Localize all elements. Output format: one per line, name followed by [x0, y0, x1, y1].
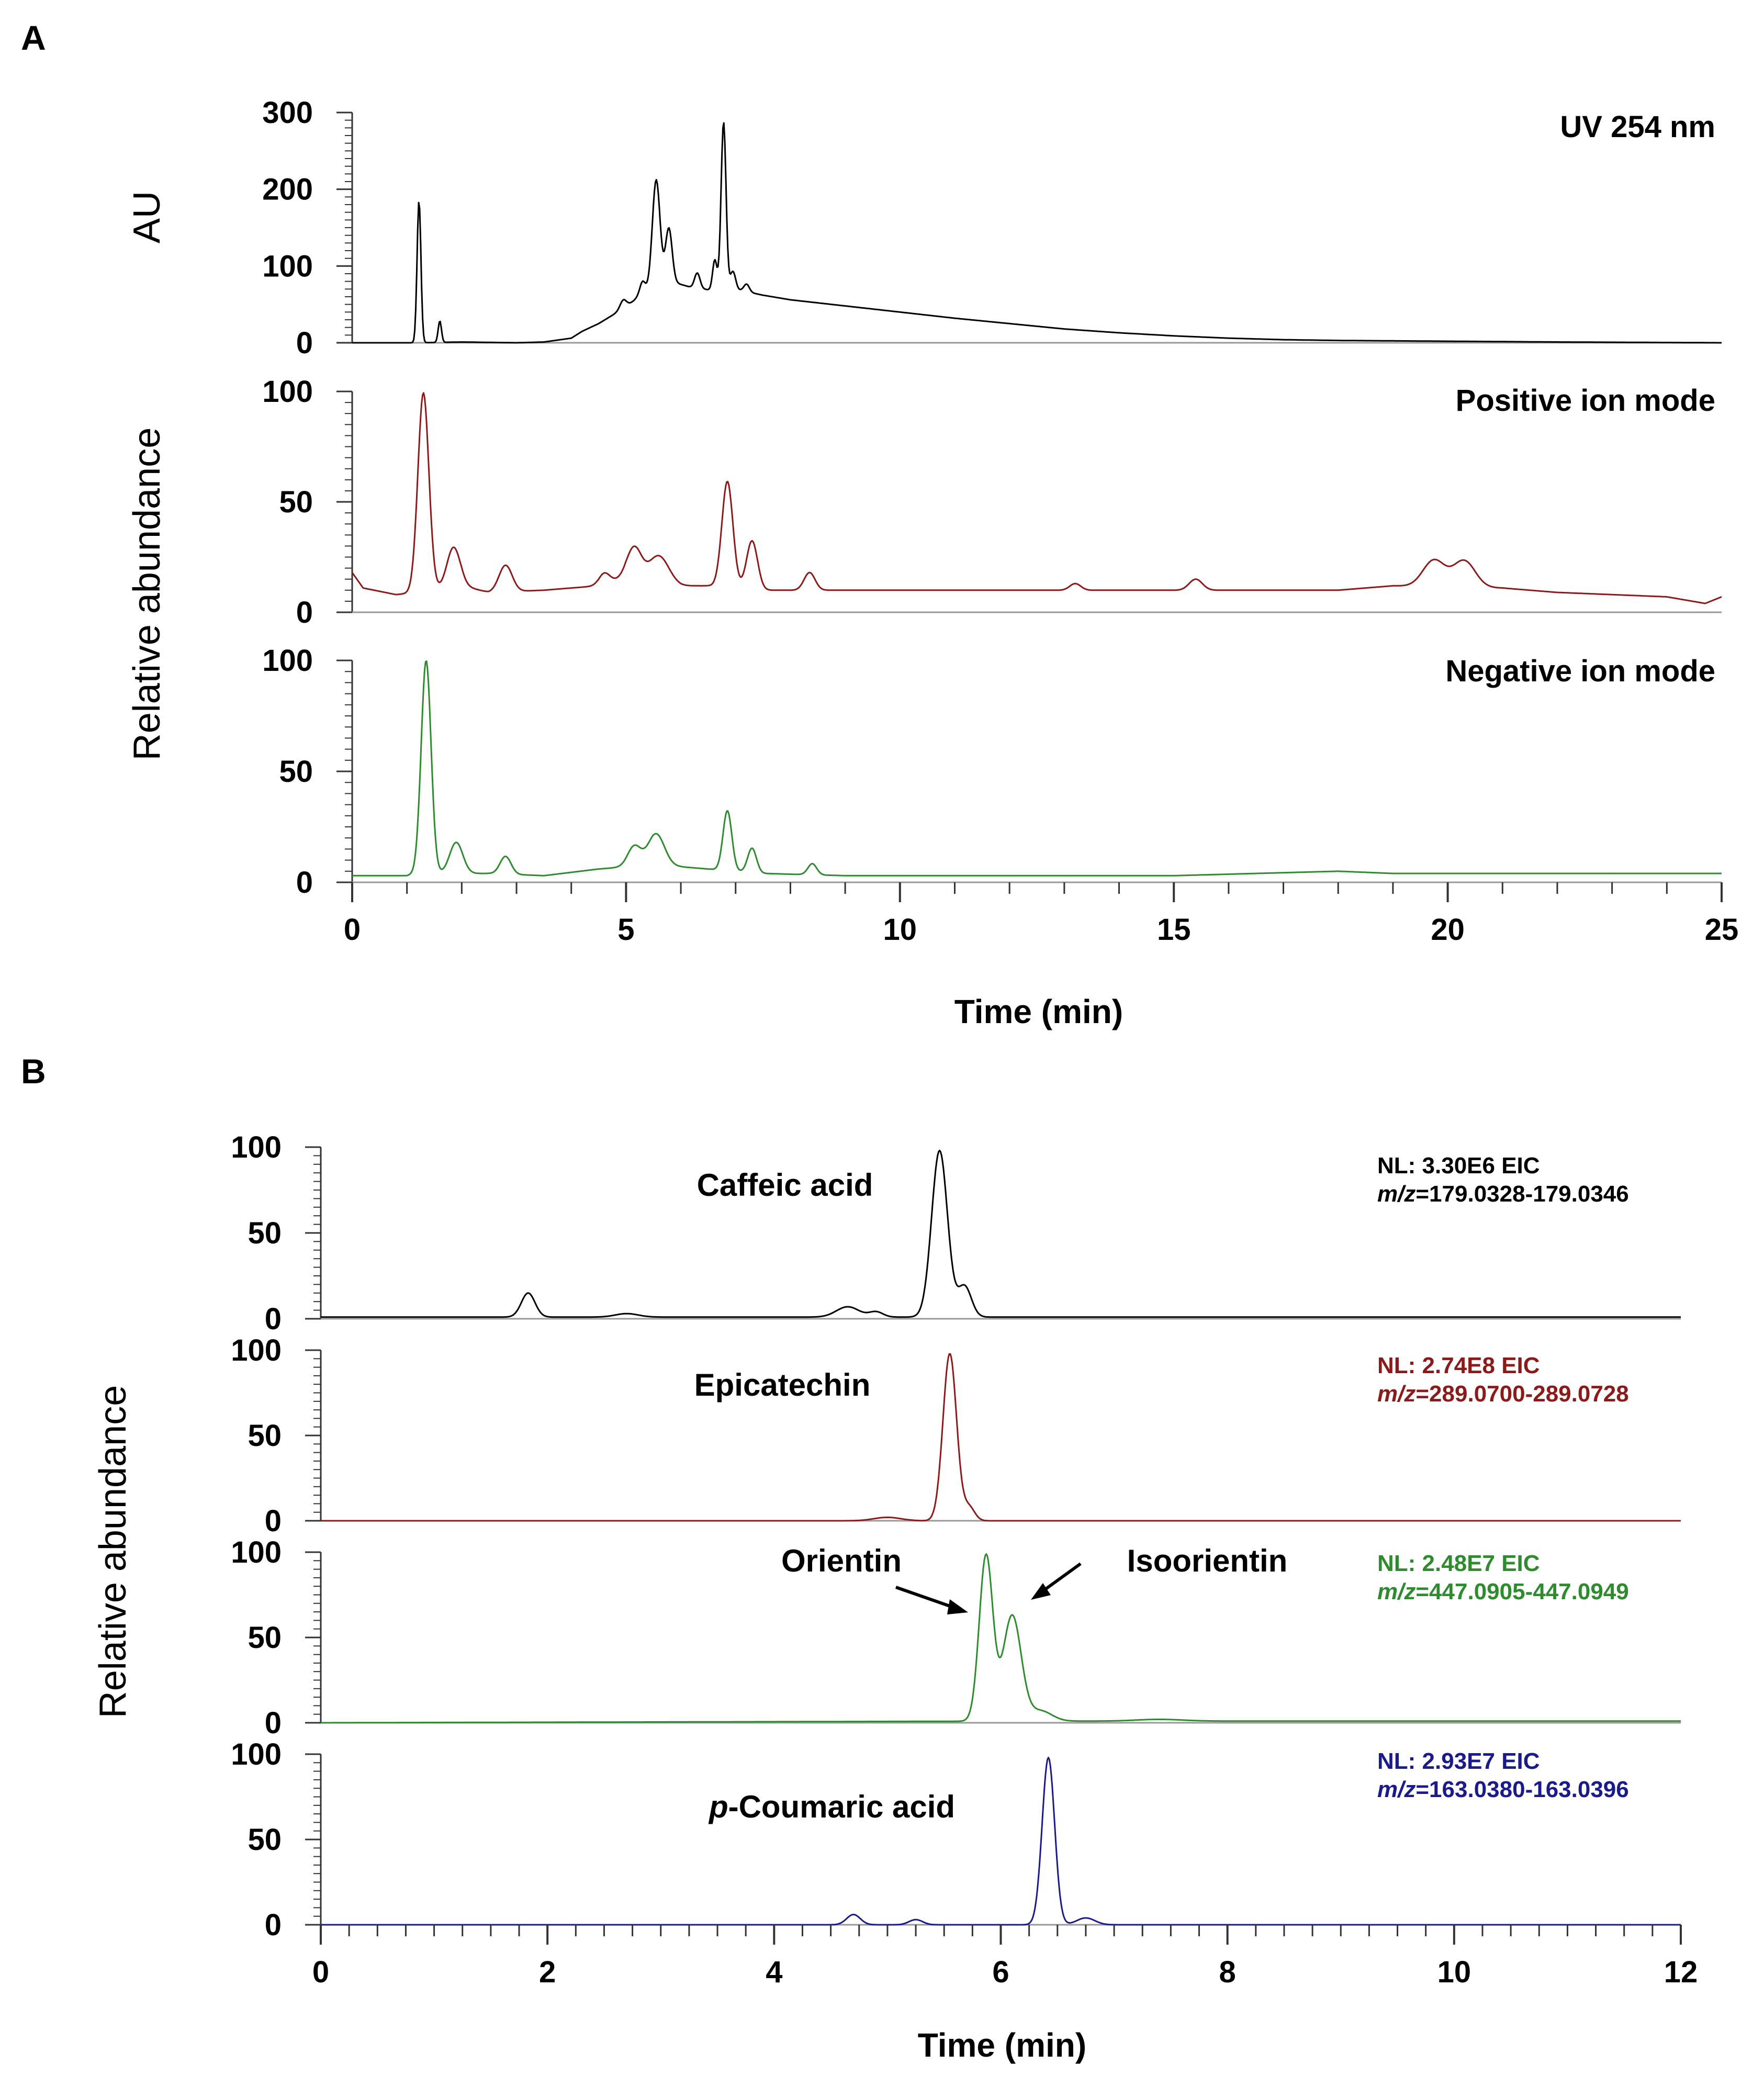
panel-b-sub3-y-tick-label: 0 [265, 1908, 282, 1942]
panel-b-sub1-y-tick-label: 100 [231, 1333, 282, 1367]
p-coumaric-mz-prefix: m/z [1377, 1777, 1415, 1802]
p-coumaric-nl: NL: 2.93E7 EIC [1377, 1748, 1540, 1774]
p-coumaric-prefix: p [708, 1789, 728, 1824]
panel-a-sub2-y-tick-label: 0 [296, 866, 313, 900]
orientin-label: Orientin [781, 1543, 902, 1578]
orientin-arrow [895, 1586, 968, 1614]
panel-b-ylabel: Relative abundance [92, 1385, 134, 1718]
epicatechin-mz-value: =289.0700-289.0728 [1415, 1381, 1628, 1407]
caffeic-acid-label: Caffeic acid [697, 1168, 873, 1203]
panel-a-ms-ylabel: Relative abundance [126, 428, 168, 760]
orientin-info: NL: 2.48E7 EIC m/z=447.0905-447.0949 [1377, 1551, 1629, 1604]
panel-a-sub2-y-tick-label: 100 [262, 644, 313, 678]
panel-b-sub0-trace [321, 1150, 1681, 1318]
panel-b-sub3-x-tick-label: 4 [766, 1955, 782, 1989]
panel-b-sub3-x-tick-label: 12 [1664, 1955, 1698, 1989]
panel-a-sub0-y-tick-label: 0 [296, 326, 313, 360]
panel-a-sub2-y-tick-label: 50 [279, 755, 313, 789]
panel-a-sub0-y-tick-label: 100 [262, 249, 313, 283]
panel-a-positive-trace-label: Positive ion mode [1456, 384, 1715, 418]
panel-a-label: A [21, 18, 46, 57]
orientin-nl: NL: 2.48E7 EIC [1377, 1551, 1540, 1576]
orientin-mz-prefix: m/z [1377, 1579, 1415, 1604]
panel-b-sub2-y-tick-label: 100 [231, 1535, 282, 1569]
isoorientin-label: Isoorientin [1127, 1543, 1288, 1578]
panel-b-sub3-x-tick-label: 2 [539, 1955, 556, 1989]
caffeic-acid-mz: m/z=179.0328-179.0346 [1377, 1181, 1629, 1207]
panel-a-uv-trace-label: UV 254 nm [1560, 110, 1715, 144]
panel-a-uv-ylabel: AU [126, 191, 168, 243]
epicatechin-nl: NL: 2.74E8 EIC [1377, 1353, 1540, 1378]
panel-b-sub3-x-tick-label: 10 [1437, 1955, 1471, 1989]
p-coumaric-info: NL: 2.93E7 EIC m/z=163.0380-163.0396 [1377, 1748, 1629, 1802]
panel-a-sub2-x-tick-label: 10 [883, 913, 917, 947]
panel-b-sub3-y-tick-label: 100 [231, 1737, 282, 1771]
p-coumaric-acid-label: p-Coumaric acid [708, 1789, 955, 1824]
panel-b-sub3-x-tick-label: 6 [992, 1955, 1009, 1989]
epicatechin-label: Epicatechin [694, 1367, 871, 1402]
p-coumaric-mz-value: =163.0380-163.0396 [1415, 1777, 1628, 1802]
panel-b-sub0-y-tick-label: 100 [231, 1130, 282, 1164]
panel-b-sub2-trace [321, 1553, 1681, 1724]
panel-b-sub3-y-tick-label: 50 [248, 1823, 282, 1857]
panel-b-sub3-x-tick-label: 8 [1219, 1955, 1236, 1989]
panel-a-sub1-y-tick-label: 0 [296, 596, 313, 630]
panel-a-sub1-trace [351, 392, 1722, 604]
panel-a-sub1-y-tick-label: 50 [279, 485, 313, 519]
panel-a-negative-trace-label: Negative ion mode [1445, 654, 1715, 688]
caffeic-acid-info: NL: 3.30E6 EIC m/z=179.0328-179.0346 [1377, 1153, 1629, 1207]
panel-a-sub2-x-tick-label: 20 [1431, 913, 1465, 947]
orientin-mz-value: =447.0905-447.0949 [1415, 1579, 1628, 1604]
panel-b-sub1-trace [321, 1353, 1681, 1522]
panel-b-sub2-y-tick-label: 0 [265, 1706, 282, 1740]
panel-a-sub2-x-tick-label: 0 [344, 913, 361, 947]
panel-b-sub1-y-tick-label: 50 [248, 1419, 282, 1453]
epicatechin-info: NL: 2.74E8 EIC m/z=289.0700-289.0728 [1377, 1353, 1629, 1407]
epicatechin-mz: m/z=289.0700-289.0728 [1377, 1381, 1629, 1407]
panel-a-sub2-x-tick-label: 5 [617, 913, 634, 947]
caffeic-acid-mz-value: =179.0328-179.0346 [1415, 1181, 1628, 1207]
panel-b-xlabel: Time (min) [918, 2026, 1086, 2064]
panel-a-sub2-trace [352, 660, 1722, 877]
panel-b-sub1-y-tick-label: 0 [265, 1504, 282, 1538]
panel-b-sub3-x-tick-label: 0 [312, 1955, 329, 1989]
p-coumaric-mz: m/z=163.0380-163.0396 [1377, 1777, 1629, 1802]
panel-b-sub0-y-tick-label: 0 [265, 1302, 282, 1336]
panel-a-sub0-y-tick-label: 200 [262, 173, 313, 207]
caffeic-acid-nl: NL: 3.30E6 EIC [1377, 1153, 1540, 1179]
panel-a-xlabel: Time (min) [954, 993, 1123, 1030]
orientin-mz: m/z=447.0905-447.0949 [1377, 1579, 1629, 1604]
panel-a-sub2-x-tick-label: 25 [1705, 913, 1739, 947]
panel-b-label: B [21, 1052, 46, 1091]
panel-a-sub0-y-tick-label: 300 [262, 96, 313, 130]
isoorientin-arrow [1031, 1562, 1082, 1600]
panel-a-sub0-trace [352, 122, 1722, 344]
panel-b-sub0-y-tick-label: 50 [248, 1216, 282, 1250]
caffeic-acid-mz-prefix: m/z [1377, 1181, 1415, 1207]
panel-b-sub2-y-tick-label: 50 [248, 1621, 282, 1655]
panel-a-sub1-y-tick-label: 100 [262, 375, 313, 409]
panel-a-sub2-x-tick-label: 15 [1157, 913, 1191, 947]
epicatechin-mz-prefix: m/z [1377, 1381, 1415, 1407]
p-coumaric-name: -Coumaric acid [728, 1789, 955, 1824]
